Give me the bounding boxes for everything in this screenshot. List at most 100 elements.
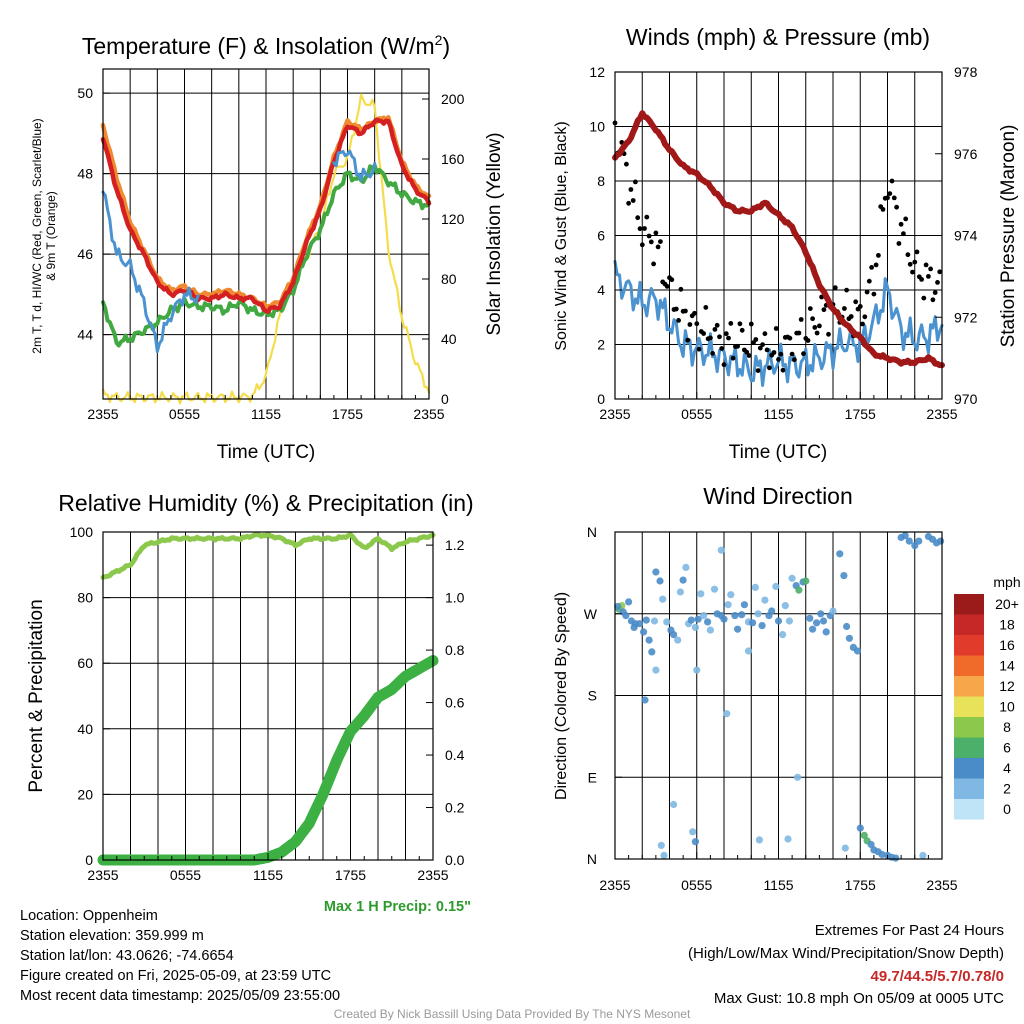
gust-point (926, 274, 931, 279)
gust-point (730, 355, 736, 361)
legend-label: 2 (1003, 781, 1011, 797)
direction-point (659, 595, 667, 603)
gust-point (876, 253, 881, 258)
direction-point (781, 602, 789, 610)
extremes-subtitle: (High/Low/Max Wind/Precipitation/Snow De… (688, 945, 1004, 962)
station-elevation: Station elevation: 359.999 m (20, 928, 204, 944)
y2-tick-label: 974 (954, 228, 978, 244)
direction-point (670, 800, 678, 809)
direction-point (740, 601, 749, 609)
y2-tick-label: 200 (441, 91, 465, 107)
legend-swatch (954, 799, 984, 820)
direction-point (754, 610, 762, 618)
x-tick-label: 2355 (417, 867, 448, 883)
humidity-line (100, 531, 436, 580)
y-tick-label: 40 (77, 721, 93, 737)
direction-point (694, 615, 702, 623)
temperature-ylabel-line2: & 9m T (Orange) (44, 191, 58, 281)
gust-point (648, 239, 654, 245)
gust-point (812, 325, 818, 330)
direction-point (937, 537, 945, 545)
gust-point (714, 322, 720, 328)
legend-swatch (954, 696, 984, 717)
gust-point (703, 305, 709, 310)
gust-point (903, 216, 909, 222)
gust-point (762, 331, 768, 337)
winds-panel-title: Winds (mph) & Pressure (mb) (626, 24, 930, 50)
legend-swatch (954, 655, 984, 676)
x-tick-label: 1155 (253, 867, 283, 883)
gust-point (821, 307, 827, 313)
legend-unit: mph (993, 574, 1020, 590)
gust-point (692, 310, 697, 316)
temperature-ylabel-line1: 2m T, T d, HI/WC (Red, Green, Scarlet/Bl… (30, 118, 44, 353)
direction-point (720, 615, 728, 623)
direction-point (679, 576, 687, 584)
gust-point (817, 323, 822, 329)
legend-label: 20+ (995, 596, 1019, 612)
direction-point (691, 838, 700, 846)
y2-tick-label: 0.8 (445, 642, 465, 658)
direction-point (645, 636, 653, 644)
direction-point (860, 831, 868, 840)
direction-point (843, 622, 851, 631)
direction-point (727, 591, 735, 599)
direction-point (693, 666, 701, 674)
y2-tick-label: 0.2 (445, 800, 465, 816)
legend-swatch (954, 758, 984, 779)
legend-label: 6 (1003, 740, 1011, 756)
legend-swatch (954, 717, 984, 738)
y-tick-label: 20 (77, 786, 93, 802)
y-tick-label: 46 (77, 246, 93, 262)
direction-point (652, 666, 660, 674)
direction-point (751, 583, 759, 592)
gust-point (653, 230, 659, 236)
gust-point (907, 261, 913, 267)
direction-point (689, 828, 697, 836)
x-tick-label: 2355 (599, 406, 630, 422)
direction-point (657, 841, 665, 850)
pressure-line (612, 110, 945, 369)
direction-point (652, 568, 660, 576)
direction-point (723, 710, 731, 718)
gust-point (880, 207, 886, 212)
x-tick-label: 2355 (87, 867, 118, 883)
direction-point (625, 598, 633, 606)
legend-swatch (954, 778, 984, 799)
y-tick-label: 10 (589, 119, 605, 135)
temperature-ticks: 2355 0555 1155 1755 2355 44 46 48 50 0 40 80 120 160 2… (77, 85, 464, 422)
legend-swatch (954, 737, 984, 758)
gust-point (889, 178, 895, 184)
gust-point (624, 161, 629, 167)
x-tick-label: 2355 (599, 877, 630, 893)
gust-point (864, 289, 870, 295)
direction-point (642, 616, 650, 624)
direction-point (670, 631, 678, 639)
gust-point (923, 262, 929, 268)
gust-point (771, 350, 777, 355)
y-tick-label: 100 (70, 524, 94, 540)
direction-point (674, 636, 682, 644)
direction-point (853, 647, 862, 655)
x-tick-label: 0555 (681, 406, 712, 422)
y-tick-label: 4 (597, 282, 605, 298)
temperature-grid (103, 69, 429, 399)
gust-point (726, 335, 731, 341)
direction-point (772, 582, 780, 591)
data-timestamp: Most recent data timestamp: 2025/05/09 2… (20, 988, 341, 1004)
gust-point (708, 335, 713, 341)
gust-point (873, 262, 879, 268)
direction-point (905, 537, 913, 545)
extremes-title: Extremes For Past 24 Hours (814, 922, 1004, 939)
gust-point (694, 321, 700, 327)
y-tick-label: 0 (597, 391, 605, 407)
y2-tick-label: 1.0 (445, 590, 465, 606)
direction-point (631, 620, 640, 628)
direction-point (676, 588, 685, 596)
gust-point (746, 353, 752, 358)
gust-point (801, 351, 806, 357)
legend-swatch (954, 635, 984, 656)
x-tick-label: 2355 (926, 877, 957, 893)
humidity-panel-title: Relative Humidity (%) & Precipitation (i… (58, 490, 473, 516)
